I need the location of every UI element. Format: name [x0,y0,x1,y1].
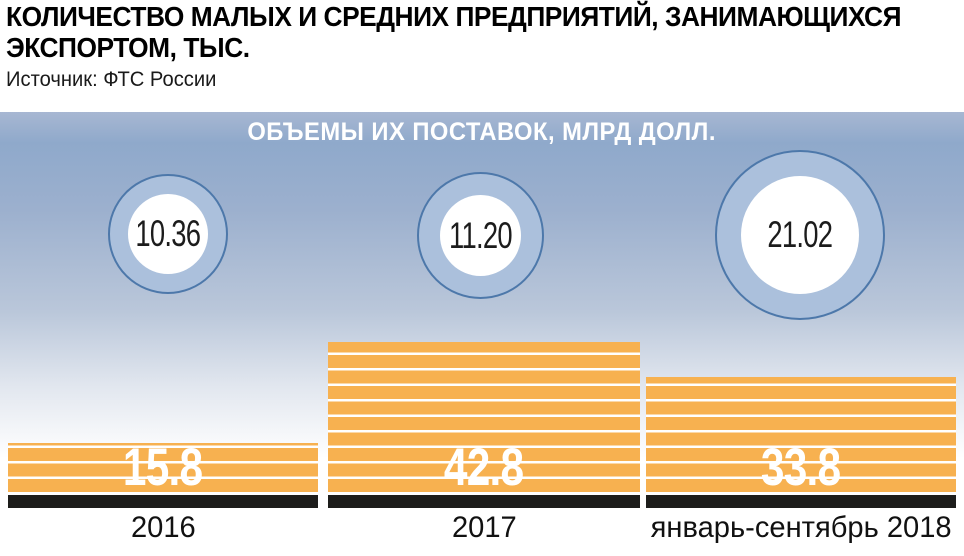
header: КОЛИЧЕСТВО МАЛЫХ И СРЕДНИХ ПРЕДПРИЯТИЙ, … [0,0,962,92]
bubble-2017-value: 11.20 [449,214,513,256]
bubble-2018: 21.02 [715,150,885,320]
bubble-2016: 10.36 [108,174,228,294]
chart-subtitle-text: ОБЪЕМЫ ИХ ПОСТАВОК, МЛРД ДОЛЛ. [247,118,717,146]
bar-2017-value: 42.8 [444,438,524,497]
bar-2018-value: 33.8 [761,438,841,497]
axis-label-2016: 2016 [130,511,196,544]
bar-2018: 33.8 [646,377,956,497]
bubble-2016-inner: 10.36 [128,194,208,274]
bubble-2017-inner: 11.20 [440,195,521,276]
bubble-2018-value: 21.02 [767,214,834,255]
baseline-2017 [328,495,640,508]
axis-label-2018: январь-сентябрь 2018 [650,511,952,544]
page-title-line-2: ЭКСПОРТОМ, ТЫС. [6,32,250,63]
bar-2016-value: 15.8 [123,438,203,497]
bubble-2016-value: 10.36 [135,213,202,254]
bubble-2017: 11.20 [417,172,544,299]
bar-2016: 15.8 [8,438,318,497]
bar-2017: 42.8 [328,342,640,497]
bubble-2018-inner: 21.02 [741,176,859,294]
chart-subtitle: ОБЪЕМЫ ИХ ПОСТАВОК, МЛРД ДОЛЛ. [0,117,964,147]
baseline-2018 [646,495,956,508]
page-title: КОЛИЧЕСТВО МАЛЫХ И СРЕДНИХ ПРЕДПРИЯТИЙ, … [6,1,905,63]
baseline-2016 [8,495,318,508]
page-title-line-1: КОЛИЧЕСТВО МАЛЫХ И СРЕДНИХ ПРЕДПРИЯТИЙ, … [6,1,902,32]
source-note: Источник: ФТС России [6,68,217,91]
chart-panel: ОБЪЕМЫ ИХ ПОСТАВОК, МЛРД ДОЛЛ. 10.36 11.… [0,112,964,556]
axis-label-2017: 2017 [451,511,517,544]
